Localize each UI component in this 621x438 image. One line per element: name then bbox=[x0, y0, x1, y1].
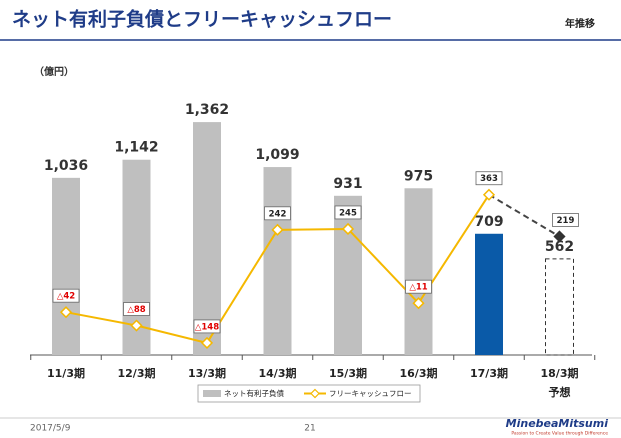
page-number: 21 bbox=[304, 424, 315, 434]
legend-swatch bbox=[310, 388, 320, 399]
line-label-box bbox=[475, 171, 503, 186]
line-marker bbox=[412, 297, 425, 310]
line-value-label: △11 bbox=[409, 283, 427, 293]
line-value-label: △88 bbox=[127, 305, 145, 315]
x-tick-label: 13/3期 bbox=[188, 366, 226, 380]
bar bbox=[545, 258, 574, 356]
line-marker bbox=[341, 222, 355, 236]
line-label-box bbox=[552, 213, 579, 227]
legend-swatch bbox=[203, 390, 221, 397]
bar-value-label: 931 bbox=[333, 176, 362, 192]
line-value-label: 219 bbox=[557, 216, 575, 226]
x-tick-label: 18/3期 bbox=[541, 366, 579, 380]
category-note: 予想 bbox=[549, 385, 571, 399]
x-tick-label: 12/3期 bbox=[118, 366, 156, 380]
line-marker bbox=[130, 319, 143, 332]
line-marker bbox=[553, 230, 566, 243]
bar-value-label: 975 bbox=[404, 168, 433, 184]
x-tick-label: 16/3期 bbox=[400, 366, 438, 380]
slide-tag: 年推移 bbox=[565, 17, 595, 30]
line-marker bbox=[59, 306, 73, 319]
line-label-box bbox=[334, 205, 362, 220]
line-marker bbox=[482, 188, 496, 201]
bar-value-label: 1,036 bbox=[44, 158, 88, 174]
bar bbox=[193, 122, 221, 356]
line-segment bbox=[488, 193, 561, 238]
legend-label: フリーキャッシュフロー bbox=[329, 389, 412, 398]
footer-date: 2017/5/9 bbox=[30, 424, 71, 434]
bar-value-label: 1,362 bbox=[185, 102, 229, 118]
line-value-label: △42 bbox=[57, 292, 75, 302]
bar-value-label: 1,142 bbox=[114, 140, 158, 156]
x-tick-label: 14/3期 bbox=[259, 366, 297, 380]
logo: MinebeaMitsumi bbox=[506, 417, 609, 430]
bar bbox=[404, 188, 433, 355]
line-label-box bbox=[52, 288, 80, 303]
bar bbox=[52, 177, 80, 355]
line-value-label: 245 bbox=[339, 208, 357, 218]
bar bbox=[334, 195, 362, 355]
legend-label: ネット有利子負債 bbox=[224, 388, 284, 398]
slide-title: ネット有利子負債とフリーキャッシュフロー bbox=[12, 8, 392, 31]
line-marker bbox=[271, 223, 284, 236]
bar-value-label: 709 bbox=[474, 214, 503, 230]
line-label-box bbox=[123, 302, 150, 316]
bar bbox=[475, 233, 503, 355]
line-label-box bbox=[264, 206, 291, 221]
x-tick-label: 17/3期 bbox=[470, 366, 508, 380]
bar-value-label: 562 bbox=[545, 239, 574, 255]
bar-value-label: 1,099 bbox=[255, 147, 299, 163]
line-marker bbox=[200, 336, 214, 349]
logo-slogan: Passion to Create Value through Differen… bbox=[511, 431, 608, 437]
x-tick-label: 15/3期 bbox=[329, 366, 367, 380]
line-label-box bbox=[405, 279, 432, 294]
line-value-label: 363 bbox=[480, 174, 498, 184]
unit-label: （億円） bbox=[34, 65, 74, 78]
bar bbox=[263, 167, 292, 355]
line-value-label: 242 bbox=[269, 209, 287, 219]
line-value-label: △148 bbox=[195, 322, 219, 332]
x-tick-label: 11/3期 bbox=[47, 366, 85, 380]
line-label-box bbox=[193, 319, 221, 334]
